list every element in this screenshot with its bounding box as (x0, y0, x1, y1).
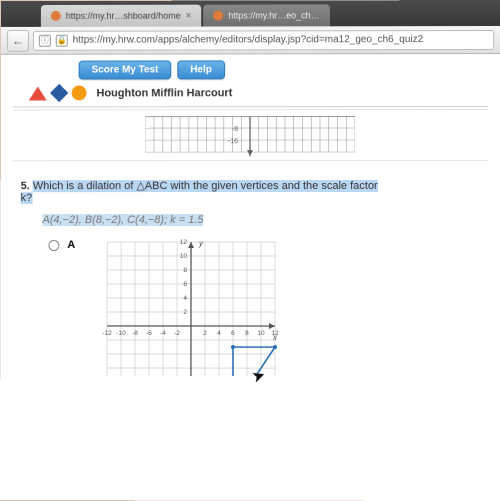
svg-text:10: 10 (257, 330, 265, 337)
tab-favicon-0 (51, 11, 61, 21)
question-text-wrap: Which is a dilation of △ABC with the giv… (33, 180, 378, 192)
brand-row: Houghton Mifflin Harcourt (1, 79, 500, 105)
given-text: A(4,−2), B(8,−2), C(4,−8); k = 1.5 (42, 214, 203, 226)
svg-text:-2: -2 (174, 330, 180, 337)
svg-text:6: 6 (183, 281, 187, 288)
q-a: Which is a dilation of (33, 180, 137, 192)
prev-graph-fragment: -8 -16 (1, 112, 500, 158)
choice-a-graph: -12-10-8-6-4-22468101224681012yx (101, 236, 281, 382)
brand-text: Houghton Mifflin Harcourt (96, 87, 232, 99)
url-text: https://my.hrw.com/apps/alchemy/editors/… (73, 34, 424, 46)
tab-label-1: https://my.hr…eo_ch… (228, 10, 319, 20)
svg-text:6: 6 (231, 330, 235, 337)
divider-3 (13, 160, 489, 161)
question-number: 5. (21, 180, 30, 192)
question-hl: Which is a dilation of △ABC with the giv… (33, 180, 378, 192)
q-b: with the given vertices and the scale fa… (167, 180, 377, 192)
svg-text:-12: -12 (102, 330, 112, 337)
choice-a-label: A (67, 239, 75, 251)
svg-text:4: 4 (217, 330, 221, 337)
given-values: A(4,−2), B(8,−2), C(4,−8); k = 1.5 (1, 208, 500, 236)
svg-text:-8: -8 (132, 330, 138, 337)
logo-triangle-icon (29, 86, 47, 100)
svg-text:2: 2 (203, 330, 207, 337)
svg-text:12: 12 (180, 239, 188, 246)
logo-circle-icon (72, 85, 87, 100)
tab-label-0: https://my.hr…shboard/home (66, 11, 181, 21)
browser-tab-1[interactable]: https://my.hr…eo_ch… (203, 4, 329, 26)
divider-1 (13, 106, 488, 108)
svg-text:8: 8 (183, 267, 187, 274)
browser-tab-0[interactable]: https://my.hr…shboard/home × (41, 5, 202, 27)
question-5: 5. Which is a dilation of △ABC with the … (1, 163, 500, 208)
frag-svg: -8 -16 (145, 116, 355, 156)
svg-text:-10: -10 (116, 330, 126, 337)
tab-favicon-1 (213, 11, 223, 21)
q-tri: △ABC (136, 180, 167, 192)
tab-strip: https://my.hr…shboard/home × https://my.… (1, 0, 500, 27)
svg-text:-4: -4 (160, 330, 166, 337)
choice-a-row: A -12-10-8-6-4-22468101224681012yx (0, 236, 500, 382)
lock-icon: 🔒 (56, 34, 68, 46)
divider-2 (13, 109, 488, 111)
help-button[interactable]: Help (177, 60, 225, 79)
info-icon: ⓘ (39, 34, 51, 46)
tab-close-0[interactable]: × (186, 10, 192, 21)
url-field[interactable]: ⓘ 🔒 https://my.hrw.com/apps/alchemy/edit… (33, 29, 494, 50)
page-content: Score My Test Help Houghton Mifflin Harc… (0, 54, 500, 501)
svg-text:y: y (198, 239, 204, 248)
svg-text:-8: -8 (232, 126, 238, 133)
svg-text:-6: -6 (146, 330, 152, 337)
graph-svg: -12-10-8-6-4-22468101224681012yx (101, 236, 281, 377)
svg-text:-16: -16 (228, 138, 238, 145)
back-button[interactable]: ← (7, 29, 29, 51)
page-toolbar: Score My Test Help (1, 54, 500, 80)
logo-square-icon (50, 84, 68, 102)
score-my-test-button[interactable]: Score My Test (79, 60, 172, 79)
svg-text:2: 2 (183, 309, 187, 316)
question-hl2: k? (21, 192, 33, 204)
svg-text:8: 8 (245, 330, 249, 337)
svg-text:4: 4 (183, 295, 187, 302)
svg-text:10: 10 (180, 253, 188, 260)
url-bar: ← ⓘ 🔒 https://my.hrw.com/apps/alchemy/ed… (1, 26, 500, 55)
choice-a-radio[interactable] (48, 240, 59, 251)
